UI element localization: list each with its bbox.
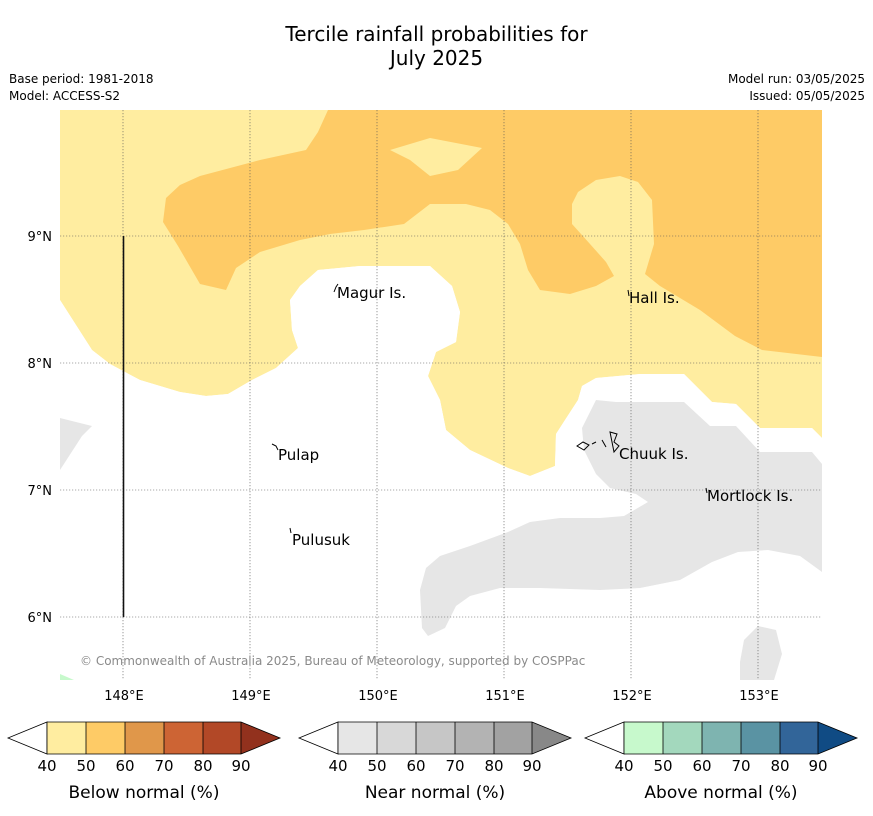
legend-near-normal: 40 50 60 70 80 90 Near normal (%) <box>297 721 573 803</box>
lon-label-148e: 148°E <box>104 689 144 704</box>
base-period: Base period: 1981-2018 <box>9 72 154 86</box>
lat-label-8n: 8°N <box>28 357 53 372</box>
near-normal-40-south <box>740 626 782 680</box>
legend-below-normal: 40 50 60 70 80 90 Below normal (%) <box>6 721 282 803</box>
island-sliver <box>325 474 331 504</box>
map-area <box>60 110 822 680</box>
lat-label-6n: 6°N <box>28 611 53 626</box>
legend-above-high-arrow <box>818 722 857 754</box>
legend-above-swatch-3 <box>702 722 741 754</box>
legend-above-title: Above normal (%) <box>644 783 797 803</box>
legend-near-tick: 90 <box>522 757 541 775</box>
below-normal-40-pocket <box>390 138 482 176</box>
lon-label-152e: 152°E <box>612 689 652 704</box>
legend-near-tick: 70 <box>445 757 464 775</box>
legend-above-normal: 40 50 60 70 80 90 Above normal (%) <box>583 721 859 803</box>
legend-below-low-arrow <box>6 721 48 755</box>
lon-labels: 148°E 149°E 150°E 151°E 152°E 153°E <box>104 689 779 704</box>
meta-left: Base period: 1981-2018 Model: ACCESS-S2 <box>9 71 154 105</box>
legend-near-swatch-5 <box>494 722 532 754</box>
model-run: Model run: 03/05/2025 <box>727 72 865 86</box>
legend-above-swatch-2 <box>663 722 702 754</box>
copyright-notice: © Commonwealth of Australia 2025, Bureau… <box>80 654 585 668</box>
legend-near-tick: 50 <box>367 757 386 775</box>
above-normal-40-corner <box>60 674 74 680</box>
near-normal-40-region <box>420 400 822 636</box>
legend-below-tick: 40 <box>37 757 56 775</box>
model-name: Model: ACCESS-S2 <box>9 89 121 103</box>
legend-near-swatch-4 <box>455 722 494 754</box>
legend-below-swatch-1 <box>47 722 86 754</box>
legend-near-tick: 60 <box>406 757 425 775</box>
legend-above-swatch-4 <box>741 722 780 754</box>
legend-near-swatch-3 <box>416 722 455 754</box>
legend-below-swatch-4 <box>164 722 203 754</box>
place-chuuk: Chuuk Is. <box>619 445 688 463</box>
legend-above-swatch-5 <box>780 722 818 754</box>
legend-near-tick: 80 <box>484 757 503 775</box>
place-labels: Magur Is. Hall Is. Pulap Chuuk Is. Mortl… <box>278 284 793 549</box>
legend-above-tick: 50 <box>653 757 672 775</box>
island-outlines <box>271 283 708 534</box>
legend-below-title: Below normal (%) <box>69 783 220 803</box>
legend-near-swatch-1 <box>338 722 377 754</box>
map-gridlines <box>60 110 822 680</box>
place-hall: Hall Is. <box>629 289 680 307</box>
lon-label-150e: 150°E <box>358 689 398 704</box>
near-normal-40-west <box>60 418 92 470</box>
lon-label-151e: 151°E <box>485 689 525 704</box>
place-magur: Magur Is. <box>337 284 406 302</box>
map-title: Tercile rainfall probabilities for July … <box>0 22 873 70</box>
below-normal-50-region <box>163 110 822 357</box>
title-line-2: July 2025 <box>389 46 484 70</box>
legend-below-swatch-5 <box>203 722 241 754</box>
legend-below-tick: 70 <box>154 757 173 775</box>
legend-below-high-arrow <box>241 722 280 754</box>
legend-above-swatch-1 <box>624 722 663 754</box>
place-mortlock: Mortlock Is. <box>707 487 793 505</box>
legend-near-tick: 40 <box>328 757 347 775</box>
legend-above-tick: 60 <box>692 757 711 775</box>
legend-below-swatch-3 <box>125 722 164 754</box>
legend-above-tick: 80 <box>770 757 789 775</box>
legend-below-tick: 50 <box>76 757 95 775</box>
issued-date: Issued: 05/05/2025 <box>749 89 865 103</box>
legend-below-tick: 60 <box>115 757 134 775</box>
legend-near-swatch-2 <box>377 722 416 754</box>
legend-above-tick: 90 <box>808 757 827 775</box>
lon-label-153e: 153°E <box>739 689 779 704</box>
lat-label-7n: 7°N <box>28 484 53 499</box>
legend-below-tick: 80 <box>193 757 212 775</box>
legend-below-tick: 90 <box>231 757 250 775</box>
legend-above-tick: 40 <box>614 757 633 775</box>
legend-near-title: Near normal (%) <box>365 783 505 803</box>
place-pulap: Pulap <box>278 446 319 464</box>
legend-below-swatch-2 <box>86 722 125 754</box>
meta-right: Model run: 03/05/2025 Issued: 05/05/2025 <box>728 71 865 105</box>
legend-near-high-arrow <box>532 722 571 754</box>
lat-label-9n: 9°N <box>28 230 53 245</box>
legend-above-low-arrow <box>583 721 625 755</box>
title-line-1: Tercile rainfall probabilities for <box>285 22 588 46</box>
legend-near-low-arrow <box>297 721 339 755</box>
legend-above-tick: 70 <box>731 757 750 775</box>
place-pulusuk: Pulusuk <box>292 531 350 549</box>
lat-labels: 9°N 8°N 7°N 6°N <box>28 230 53 626</box>
lon-label-149e: 149°E <box>231 689 271 704</box>
